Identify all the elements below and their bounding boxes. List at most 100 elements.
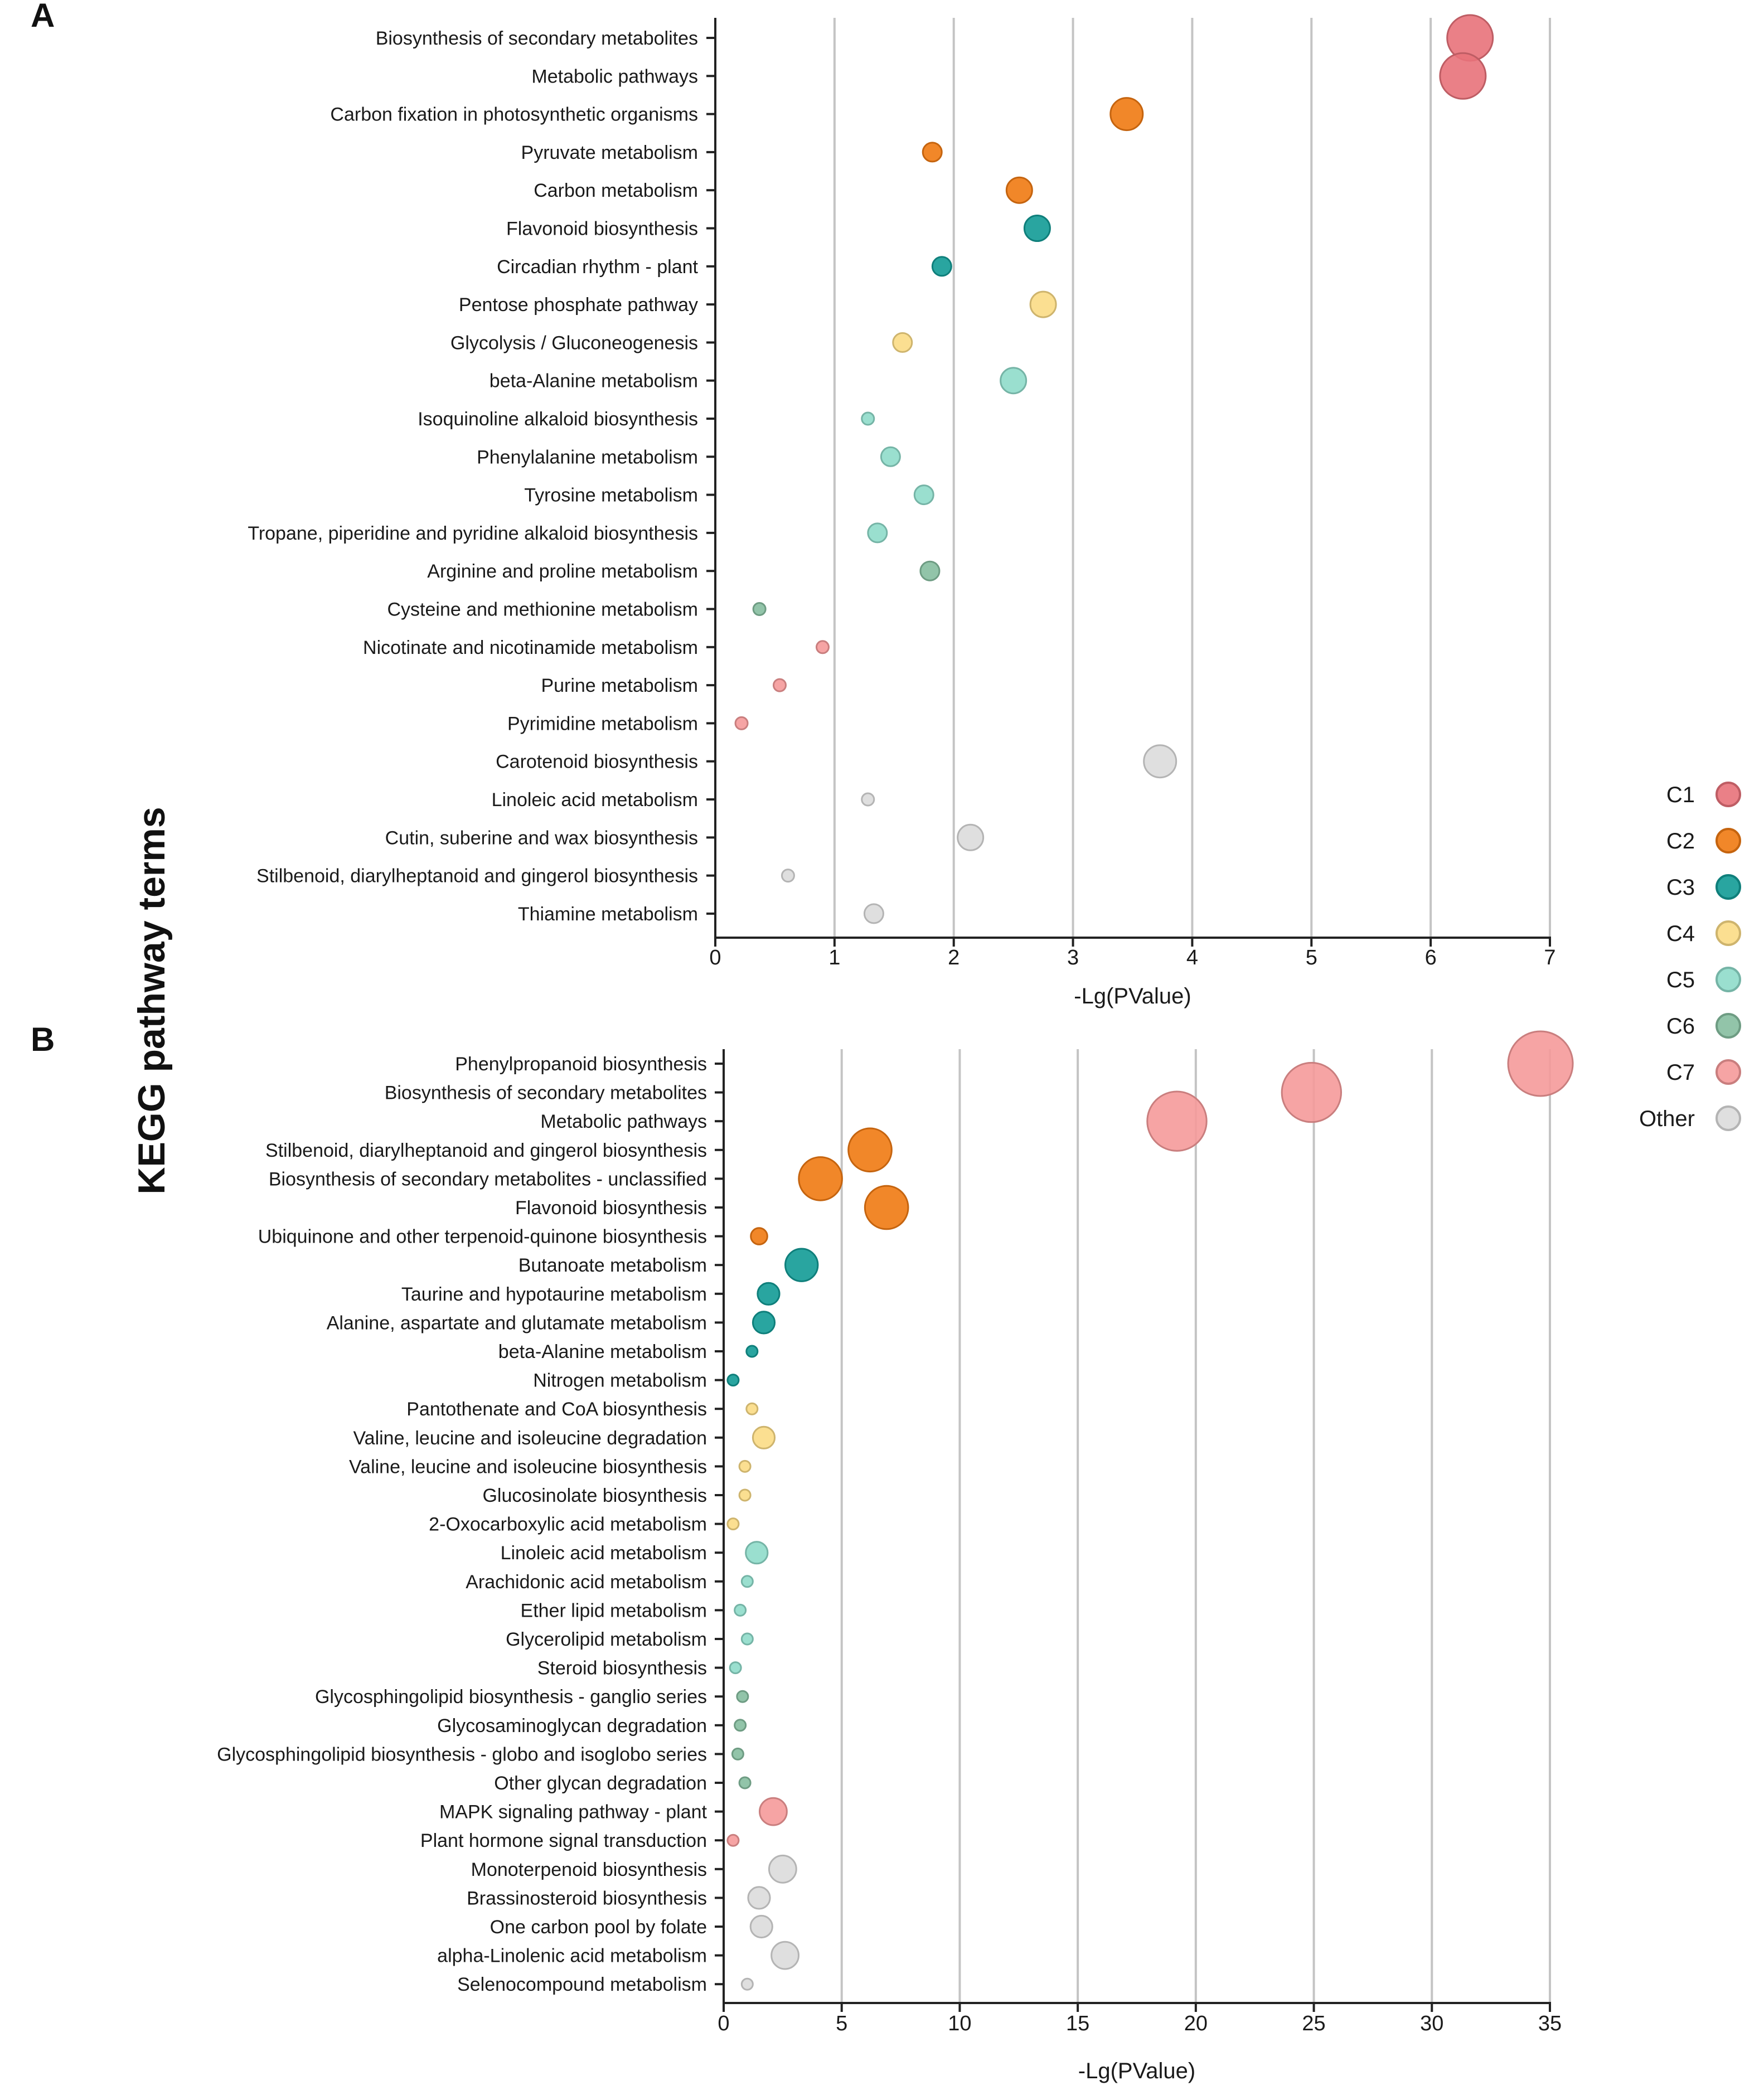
pathway-term-label: Alanine, aspartate and glutamate metabol… bbox=[327, 1312, 707, 1333]
data-point bbox=[864, 1185, 909, 1230]
data-point bbox=[1000, 367, 1028, 395]
data-point bbox=[847, 1127, 893, 1173]
data-point bbox=[768, 1854, 797, 1884]
data-point bbox=[880, 446, 901, 467]
legend-label: C1 bbox=[1666, 783, 1695, 807]
legend-marker bbox=[1715, 1105, 1741, 1131]
legend-marker bbox=[1715, 828, 1741, 853]
data-point bbox=[931, 256, 952, 277]
y-axis-title: KEGG pathway terms bbox=[130, 807, 173, 1194]
pathway-term-label: Linoleic acid metabolism bbox=[492, 789, 698, 811]
pathway-term-label: Isoquinoline alkaloid biosynthesis bbox=[418, 409, 698, 430]
x-tick-label: 5 bbox=[836, 2012, 847, 2035]
pathway-term-label: Brassinosteroid biosynthesis bbox=[467, 1888, 707, 1909]
pathway-term-label: beta-Alanine metabolism bbox=[498, 1341, 707, 1362]
pathway-term-label: Plant hormone signal transduction bbox=[420, 1830, 707, 1851]
data-point bbox=[1281, 1061, 1343, 1123]
data-point bbox=[745, 1402, 759, 1415]
data-point bbox=[734, 1603, 747, 1617]
data-point bbox=[738, 1776, 752, 1789]
pathway-term-label: Valine, leucine and isoleucine biosynthe… bbox=[349, 1456, 707, 1477]
data-point bbox=[749, 1914, 773, 1939]
data-point bbox=[863, 903, 884, 924]
pathway-term-label: Nitrogen metabolism bbox=[533, 1370, 707, 1391]
pathway-term-label: Monoterpenoid biosynthesis bbox=[471, 1859, 707, 1880]
panel-label: B bbox=[31, 1021, 55, 1058]
pathway-term-label: Ubiquinone and other terpenoid-quinone b… bbox=[258, 1226, 707, 1248]
data-point bbox=[731, 1747, 744, 1760]
pathway-term-label: Phenylalanine metabolism bbox=[477, 447, 698, 468]
legend: C1 C2 C3 C4 C5 C6 C7 Other bbox=[1639, 782, 1741, 1131]
legend-marker bbox=[1715, 1059, 1741, 1085]
x-tick-label: 3 bbox=[1067, 946, 1079, 969]
pathway-term-label: Biosynthesis of secondary metabolites bbox=[376, 28, 698, 49]
x-tick-label: 4 bbox=[1186, 946, 1198, 969]
x-axis-title: -Lg(PValue) bbox=[1078, 2059, 1195, 2083]
x-axis-title: -Lg(PValue) bbox=[1074, 984, 1191, 1008]
x-tick-label: 15 bbox=[1066, 2012, 1089, 2035]
panel-a: A 0 1 2 3 4 5 6 7 -Lg(PValue) Biosynthesis of seco… bbox=[31, 0, 1556, 1008]
data-point bbox=[1029, 290, 1057, 318]
data-point bbox=[1439, 52, 1487, 100]
x-tick-label: 1 bbox=[828, 946, 840, 969]
data-point bbox=[734, 716, 749, 730]
data-point bbox=[784, 1248, 819, 1282]
pathway-term-label: Pentose phosphate pathway bbox=[459, 294, 698, 316]
pathway-term-label: Arachidonic acid metabolism bbox=[466, 1572, 707, 1593]
legend-label: C7 bbox=[1666, 1060, 1695, 1085]
data-point bbox=[738, 1488, 752, 1502]
legend-marker bbox=[1715, 782, 1741, 807]
x-tick-label: 2 bbox=[948, 946, 959, 969]
pathway-term-label: Tyrosine metabolism bbox=[524, 485, 698, 506]
legend-marker bbox=[1715, 1013, 1741, 1039]
legend-label: C5 bbox=[1666, 968, 1695, 992]
data-point bbox=[726, 1517, 740, 1531]
x-tick-label: 5 bbox=[1306, 946, 1317, 969]
pathway-term-label: Biosynthesis of secondary metabolites bbox=[385, 1083, 707, 1104]
pathway-term-label: Tropane, piperidine and pyridine alkaloi… bbox=[248, 523, 698, 544]
pathway-term-label: Pyrimidine metabolism bbox=[507, 713, 698, 734]
data-point bbox=[1005, 176, 1033, 204]
pathway-term-label: MAPK signaling pathway - plant bbox=[439, 1802, 707, 1823]
data-point bbox=[738, 1459, 752, 1473]
pathway-term-label: Thiamine metabolism bbox=[518, 904, 698, 925]
data-point bbox=[861, 411, 875, 426]
pathway-term-label: 2-Oxocarboxylic acid metabolism bbox=[429, 1514, 707, 1535]
x-tick-label: 6 bbox=[1425, 946, 1437, 969]
data-point bbox=[1507, 1030, 1574, 1097]
pathway-term-label: Carbon metabolism bbox=[534, 180, 698, 201]
legend-label: C4 bbox=[1666, 922, 1695, 946]
data-point bbox=[1146, 1090, 1208, 1152]
x-tick-label: 0 bbox=[709, 946, 721, 969]
pathway-term-label: Selenocompound metabolism bbox=[457, 1974, 707, 1995]
data-point bbox=[745, 1541, 769, 1565]
data-point bbox=[740, 1632, 754, 1646]
data-point bbox=[759, 1797, 788, 1826]
legend-marker bbox=[1715, 920, 1741, 946]
pathway-term-label: Glucosinolate biosynthesis bbox=[482, 1485, 707, 1506]
data-point bbox=[757, 1282, 781, 1306]
pathway-term-label: Butanoate metabolism bbox=[518, 1255, 707, 1276]
pathway-term-label: Pyruvate metabolism bbox=[521, 142, 698, 163]
pathway-term-label: One carbon pool by folate bbox=[490, 1917, 707, 1938]
pathway-term-label: Glycerolipid metabolism bbox=[506, 1629, 707, 1650]
pathway-term-label: Circadian rhythm - plant bbox=[497, 256, 698, 278]
pathway-term-label: Taurine and hypotaurine metabolism bbox=[401, 1284, 707, 1305]
pathway-term-label: Nicotinate and nicotinamide metabolism bbox=[363, 637, 698, 658]
data-point bbox=[919, 560, 941, 581]
pathway-term-label: Arginine and proline metabolism bbox=[427, 561, 698, 582]
data-point bbox=[734, 1719, 747, 1732]
data-point bbox=[750, 1227, 768, 1245]
data-point bbox=[747, 1886, 771, 1910]
data-point bbox=[861, 792, 875, 807]
data-point bbox=[1023, 215, 1051, 242]
data-point bbox=[957, 823, 985, 851]
pathway-term-label: Carbon fixation in photosynthetic organi… bbox=[330, 104, 698, 125]
pathway-term-label: Cysteine and methionine metabolism bbox=[387, 599, 698, 620]
data-point bbox=[740, 1575, 754, 1588]
pathway-term-label: Carotenoid biosynthesis bbox=[496, 751, 698, 773]
pathway-term-label: Metabolic pathways bbox=[531, 66, 698, 87]
data-point bbox=[726, 1374, 740, 1387]
pathway-term-label: Glycosphingolipid biosynthesis - ganglio… bbox=[315, 1686, 707, 1708]
data-point bbox=[772, 678, 787, 692]
